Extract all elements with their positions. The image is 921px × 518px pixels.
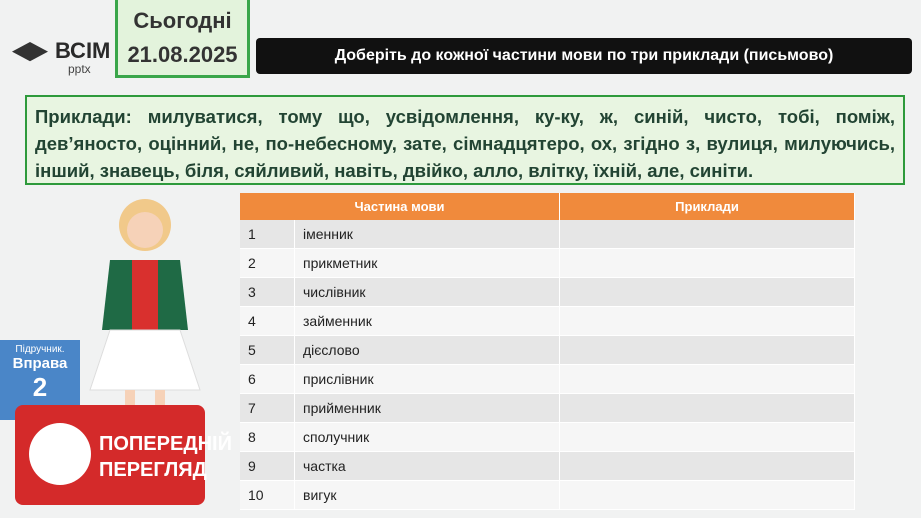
table-row: 3 числівник bbox=[240, 277, 855, 307]
row-number: 1 bbox=[240, 220, 295, 249]
table-row: 7 прийменник bbox=[240, 393, 855, 423]
examples-cell bbox=[559, 393, 855, 423]
part-of-speech: сполучник bbox=[294, 422, 560, 452]
table-row: 2 прикметник bbox=[240, 248, 855, 278]
row-number: 10 bbox=[240, 480, 295, 510]
logo-icon bbox=[12, 42, 48, 62]
table: Частина мови Приклади 1 іменник 2 прикметни… bbox=[240, 193, 855, 510]
examples-cell bbox=[559, 220, 855, 249]
row-number: 8 bbox=[240, 422, 295, 452]
part-of-speech: частка bbox=[294, 451, 560, 481]
examples-cell bbox=[559, 364, 855, 394]
badge-line: ПЕРЕГЛЯД bbox=[99, 459, 207, 481]
table-row: 10 вигук bbox=[240, 480, 855, 510]
table-row: 6 прислівник bbox=[240, 364, 855, 394]
part-of-speech: займенник bbox=[294, 306, 560, 336]
logo-sub: pptx bbox=[68, 62, 91, 76]
part-of-speech: іменник bbox=[294, 220, 560, 249]
examples-cell bbox=[559, 422, 855, 452]
examples: Приклади: милуватися, тому що, усвідомле… bbox=[25, 95, 905, 185]
row-number: 2 bbox=[240, 248, 295, 278]
part-of-speech: прийменник bbox=[294, 393, 560, 423]
date-box: Сьогодні 21.08.2025 bbox=[115, 0, 250, 78]
preview-badge: ПОПЕРЕДНІЙ ПЕРЕГЛЯД bbox=[15, 405, 232, 505]
search-icon bbox=[29, 423, 91, 485]
examples-cell bbox=[559, 451, 855, 481]
exercise-label: Вправа bbox=[12, 355, 68, 372]
table-row: 8 сполучник bbox=[240, 422, 855, 452]
date: 21.08.2025 bbox=[127, 42, 238, 67]
row-number: 4 bbox=[240, 306, 295, 336]
row-number: 3 bbox=[240, 277, 295, 307]
table-row: 4 займенник bbox=[240, 306, 855, 336]
illustration bbox=[89, 199, 201, 410]
part-of-speech: дієслово bbox=[294, 335, 560, 365]
logo: ВСІМ pptx bbox=[10, 38, 110, 78]
row-number: 7 bbox=[240, 393, 295, 423]
row-number: 5 bbox=[240, 335, 295, 365]
exercise-number: 2 bbox=[32, 372, 48, 402]
title: Доберіть до кожної частини мови по три п… bbox=[256, 38, 912, 74]
examples-cell bbox=[559, 480, 855, 510]
table-row: 9 частка bbox=[240, 451, 855, 481]
part-of-speech: прикметник bbox=[294, 248, 560, 278]
table-row: 1 іменник bbox=[240, 220, 855, 249]
badge-line: ПОПЕРЕДНІЙ bbox=[99, 433, 232, 455]
examples-cell bbox=[559, 335, 855, 365]
logo-text: ВСІМ bbox=[55, 38, 111, 63]
row-number: 9 bbox=[240, 451, 295, 481]
table-row: 5 дієслово bbox=[240, 335, 855, 365]
today-label: Сьогодні bbox=[133, 8, 232, 33]
examples-cell bbox=[559, 248, 855, 278]
table-header: Частина мови bbox=[240, 193, 560, 220]
part-of-speech: числівник bbox=[294, 277, 560, 307]
part-of-speech: прислівник bbox=[294, 364, 560, 394]
examples-cell bbox=[559, 277, 855, 307]
examples-cell bbox=[559, 306, 855, 336]
row-number: 6 bbox=[240, 364, 295, 394]
part-of-speech: вигук bbox=[294, 480, 560, 510]
table-header: Приклади bbox=[559, 193, 855, 220]
book-label: Підручник. bbox=[15, 344, 65, 355]
